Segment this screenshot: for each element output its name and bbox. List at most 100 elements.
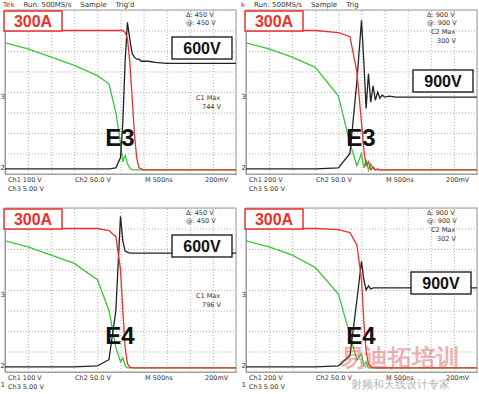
channel-marker: 2 — [242, 362, 246, 370]
tick — [5, 72, 236, 73]
trace — [5, 229, 236, 368]
header-text: Sample — [80, 1, 106, 9]
channel-marker: 1 — [242, 381, 246, 389]
panel-title: E3 — [346, 124, 375, 151]
plot-frame — [5, 208, 236, 372]
grid-line — [236, 208, 237, 372]
measurement: 744 V — [202, 103, 221, 111]
grid-line — [246, 311, 477, 312]
grid-line — [246, 249, 477, 250]
measurement: C1 Max — [196, 292, 220, 300]
status-text: Ch2 50.0 V — [75, 374, 111, 382]
x-axis — [247, 10, 478, 175]
tick — [5, 372, 236, 373]
label-box — [245, 11, 303, 31]
grid-line — [5, 372, 236, 373]
background — [0, 0, 479, 394]
label-box — [413, 70, 473, 92]
label-text: 900V — [422, 275, 460, 292]
traces — [5, 216, 236, 368]
grid-line — [213, 10, 214, 174]
trace — [246, 31, 477, 170]
tick — [246, 372, 477, 373]
grid-line — [292, 208, 293, 372]
label-box — [245, 209, 303, 229]
y-axis — [5, 209, 236, 373]
header-text: Tek — [2, 1, 15, 9]
x-axis — [247, 208, 478, 373]
cursor-readout: @: 900 V — [427, 19, 457, 27]
grid-line — [51, 10, 52, 174]
grid-line — [269, 10, 270, 174]
grid-line — [28, 208, 29, 372]
trace — [246, 20, 477, 169]
axis-line — [247, 372, 478, 373]
watermark: 射频和天线设计专家 — [351, 378, 450, 391]
tick — [28, 10, 29, 174]
axis-line — [247, 174, 478, 175]
tick — [5, 290, 236, 291]
y-axis — [246, 209, 477, 373]
tick — [190, 208, 191, 372]
y-axis — [5, 11, 236, 175]
grid-line — [5, 290, 236, 291]
tick — [213, 208, 214, 372]
status-text: Ch1 100 V — [8, 176, 42, 184]
trace — [246, 43, 477, 170]
cursor-readout: @: 450 V — [186, 19, 216, 27]
trace — [5, 43, 236, 170]
header-text: k — [241, 1, 246, 9]
cursor-readout: Δ: 900 V — [427, 11, 455, 19]
grid-line — [292, 10, 293, 174]
status-text: Ch1 200 V — [249, 176, 283, 184]
axis-line — [6, 372, 237, 373]
tick — [5, 352, 236, 353]
label-text: 600V — [183, 238, 221, 255]
tick — [213, 10, 214, 174]
measurement: C1 Max — [196, 94, 220, 102]
channel-marker: 1 — [1, 381, 5, 389]
tick — [246, 113, 477, 114]
traces — [246, 20, 477, 170]
grid-line — [269, 208, 270, 372]
current-label: 300A — [245, 209, 303, 229]
header-text: Sample — [311, 1, 337, 9]
measurement: 796 V — [202, 301, 221, 309]
scope-panel: 321300A600VE4Δ: 450 V@: 450 VC1 Max796 V… — [1, 208, 237, 391]
label-box — [4, 209, 62, 229]
status-text: Ch2 50.0 V — [75, 176, 111, 184]
label-text: 300A — [14, 211, 53, 228]
voltage-label: 900V — [413, 70, 473, 92]
header-text: Run: 500MS/s — [254, 1, 302, 9]
x-axis — [6, 10, 237, 175]
plot-frame — [246, 10, 477, 174]
status-text: Ch3 5.00 V — [8, 185, 44, 193]
tick — [28, 208, 29, 372]
label-text: 300A — [255, 13, 294, 30]
current-label: 300A — [245, 11, 303, 31]
tick — [246, 174, 477, 175]
header-text: Run: 500MS/s — [23, 1, 71, 9]
tick — [5, 92, 236, 93]
tick — [246, 51, 477, 52]
channel-marker: 3 — [242, 291, 246, 299]
label-box — [172, 37, 232, 59]
header-text: Trig'd — [115, 1, 135, 9]
plot-frame — [5, 10, 236, 174]
cursor-readout: Δ: 450 V — [186, 11, 214, 19]
status-text: 200mV — [205, 374, 229, 382]
grid-line — [246, 372, 477, 373]
channel-marker: 2 — [1, 362, 5, 370]
status-text: 200mV — [205, 176, 229, 184]
cursor-readout: @: 450 V — [186, 217, 216, 225]
grid-line — [5, 113, 236, 114]
label-text: 600V — [183, 40, 221, 57]
scope-panel: kRun: 500MS/sSampleTrig32300A900VE3Δ: 90… — [241, 1, 478, 193]
tick — [236, 10, 237, 174]
grid-line — [5, 72, 236, 73]
grid-line — [51, 208, 52, 372]
label-text: 300A — [14, 13, 53, 30]
x-axis — [6, 208, 237, 373]
status-text: M 500ns — [145, 176, 173, 184]
tick — [477, 10, 478, 174]
